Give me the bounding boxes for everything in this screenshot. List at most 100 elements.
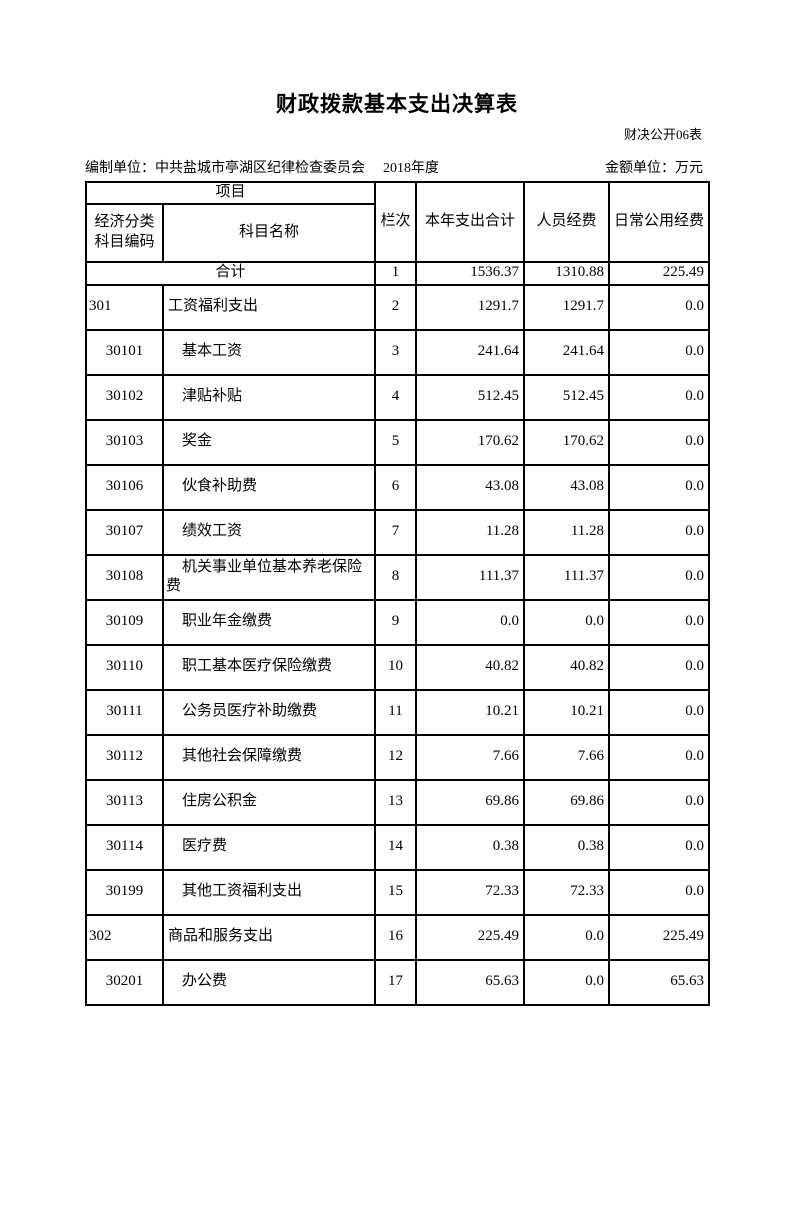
personnel-value: 11.28 (523, 508, 611, 556)
year-total-value: 40.82 (415, 643, 526, 691)
year-total-value: 43.08 (415, 463, 526, 511)
econ-code: 30201 (85, 958, 164, 1006)
table-row: 30112 其他社会保障缴费 12 7.66 7.66 0.0 (85, 733, 711, 781)
table-row: 30109 职业年金缴费 9 0.0 0.0 0.0 (85, 598, 711, 646)
personnel-value: 10.21 (523, 688, 611, 736)
year-total-value: 72.33 (415, 868, 526, 916)
daily-public-value: 0.0 (608, 733, 711, 781)
econ-code: 30114 (85, 823, 164, 871)
daily-public-value: 225.49 (608, 913, 711, 961)
year-total-value: 111.37 (415, 553, 526, 601)
table-row: 30111 公务员医疗补助缴费 11 10.21 10.21 0.0 (85, 688, 711, 736)
personnel-value: 0.0 (523, 958, 611, 1006)
econ-code: 30106 (85, 463, 164, 511)
table-row: 30110 职工基本医疗保险缴费 10 40.82 40.82 0.0 (85, 643, 711, 691)
column-no: 10 (374, 643, 418, 691)
year-total-value: 241.64 (415, 328, 526, 376)
prepared-by-label: 编制单位：中共盐城市亭湖区纪律检查委员会 (85, 161, 365, 176)
header-row-project: 项目 栏次 本年支出合计 人员经费 日常公用经费 (84, 181, 711, 263)
amount-unit-label: 金额单位：万元 (605, 161, 703, 176)
daily-public-value: 0.0 (608, 778, 711, 826)
header-econ-code: 经济分类 科目编码 (85, 202, 164, 263)
personnel-value: 69.86 (523, 778, 611, 826)
subject-name: 机关事业单位基本养老保险费 (161, 553, 377, 601)
table-row: 301 工资福利支出 2 1291.7 1291.7 0.0 (85, 283, 711, 331)
subject-name: 其他工资福利支出 (161, 868, 377, 916)
personnel-value: 7.66 (523, 733, 611, 781)
fiscal-year-label: 2018年度 (383, 161, 439, 176)
table-row: 30107 绩效工资 7 11.28 11.28 0.0 (85, 508, 711, 556)
daily-public-value: 0.0 (608, 283, 711, 331)
subject-name: 职工基本医疗保险缴费 (161, 643, 377, 691)
column-no: 16 (374, 913, 418, 961)
econ-code: 30111 (85, 688, 164, 736)
column-no: 9 (374, 598, 418, 646)
doc-code: 财决公开06表 (623, 127, 702, 142)
daily-public-value: 0.0 (608, 328, 711, 376)
year-total-value: 512.45 (415, 373, 526, 421)
info-row: 编制单位：中共盐城市亭湖区纪律检查委员会 2018年度 金额单位：万元 (85, 157, 708, 177)
daily-public-value: 0.0 (608, 688, 711, 736)
econ-code: 30108 (85, 553, 164, 601)
column-no: 14 (374, 823, 418, 871)
econ-code: 30110 (85, 643, 164, 691)
personnel-value: 0.0 (523, 598, 611, 646)
page-title: 财政拨款基本支出决算表 (276, 92, 518, 116)
year-total-value: 1536.37 (415, 260, 526, 286)
personnel-value: 0.0 (523, 913, 611, 961)
daily-public-value: 0.0 (608, 373, 711, 421)
column-no: 1 (374, 260, 418, 286)
table-row: 30103 奖金 5 170.62 170.62 0.0 (85, 418, 711, 466)
table-row: 30113 住房公积金 13 69.86 69.86 0.0 (85, 778, 711, 826)
personnel-value: 241.64 (523, 328, 611, 376)
econ-code: 30107 (85, 508, 164, 556)
column-no: 8 (374, 553, 418, 601)
year-total-value: 225.49 (415, 913, 526, 961)
table-row: 30106 伙食补助费 6 43.08 43.08 0.0 (85, 463, 711, 511)
econ-code: 301 (85, 283, 164, 331)
econ-code: 30101 (85, 328, 164, 376)
personnel-value: 43.08 (523, 463, 611, 511)
personnel-value: 0.38 (523, 823, 611, 871)
header-personnel-funds: 人员经费 (523, 181, 611, 263)
column-no: 11 (374, 688, 418, 736)
daily-public-value: 0.0 (608, 553, 711, 601)
econ-code: 30199 (85, 868, 164, 916)
column-no: 3 (374, 328, 418, 376)
table-row: 30114 医疗费 14 0.38 0.38 0.0 (85, 823, 711, 871)
year-total-value: 10.21 (415, 688, 526, 736)
subject-name: 住房公积金 (161, 778, 377, 826)
econ-code: 30112 (85, 733, 164, 781)
year-total-value: 69.86 (415, 778, 526, 826)
personnel-value: 72.33 (523, 868, 611, 916)
daily-public-value: 0.0 (608, 868, 711, 916)
summary-row: 合计 1 1536.37 1310.88 225.49 (84, 260, 711, 286)
personnel-value: 1291.7 (523, 283, 611, 331)
year-total-value: 1291.7 (415, 283, 526, 331)
table-row: 30199 其他工资福利支出 15 72.33 72.33 0.0 (85, 868, 711, 916)
daily-public-value: 0.0 (608, 643, 711, 691)
column-no: 5 (374, 418, 418, 466)
subject-name: 公务员医疗补助缴费 (161, 688, 377, 736)
econ-code: 302 (85, 913, 164, 961)
daily-public-value: 0.0 (608, 463, 711, 511)
summary-label: 合计 (84, 260, 377, 286)
expenditure-table: 项目 栏次 本年支出合计 人员经费 日常公用经费 经济分类 科目编码 科目名称 … (84, 181, 711, 1006)
daily-public-value: 0.0 (608, 823, 711, 871)
year-total-value: 11.28 (415, 508, 526, 556)
header-project-group: 项目 (84, 181, 377, 205)
header-year-total: 本年支出合计 (415, 181, 526, 263)
column-no: 7 (374, 508, 418, 556)
column-no: 2 (374, 283, 418, 331)
subject-name: 津贴补贴 (161, 373, 377, 421)
subject-name: 职业年金缴费 (161, 598, 377, 646)
daily-public-value: 0.0 (608, 418, 711, 466)
econ-code: 30113 (85, 778, 164, 826)
personnel-value: 111.37 (523, 553, 611, 601)
subject-name: 伙食补助费 (161, 463, 377, 511)
column-no: 15 (374, 868, 418, 916)
year-total-value: 0.38 (415, 823, 526, 871)
subject-name: 办公费 (161, 958, 377, 1006)
daily-public-value: 65.63 (608, 958, 711, 1006)
personnel-value: 170.62 (523, 418, 611, 466)
